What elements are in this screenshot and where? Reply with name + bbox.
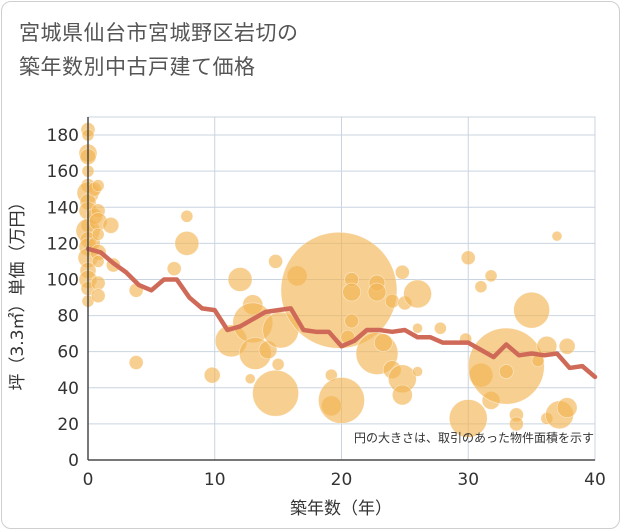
y-tick-label: 60 — [57, 343, 79, 363]
data-bubble — [460, 250, 476, 266]
x-tick-label: 40 — [584, 470, 606, 490]
data-bubble — [412, 366, 423, 377]
x-tick-label: 20 — [331, 470, 353, 490]
data-bubble — [556, 397, 578, 418]
x-tick-label: 10 — [204, 470, 226, 490]
data-bubble — [271, 358, 285, 371]
data-bubble — [244, 373, 256, 385]
axis-layer: 0 20 40 60 80 100 120 140 160 180 0 10 20 30 40 — [47, 117, 606, 490]
data-bubble — [128, 355, 144, 370]
y-axis-label: 坪（3.3㎡）単価（万円） — [8, 193, 28, 390]
data-bubble — [395, 264, 410, 280]
y-tick-label: 40 — [57, 379, 79, 399]
data-bubble — [412, 322, 423, 334]
data-bubble — [513, 291, 550, 329]
trend-layer — [85, 246, 598, 380]
y-tick-label: 100 — [47, 270, 79, 290]
data-bubble — [434, 321, 447, 335]
data-bubble — [374, 333, 393, 352]
data-bubble — [509, 416, 524, 432]
x-axis-label: 築年数（年） — [290, 499, 392, 519]
data-bubble — [403, 279, 432, 309]
data-bubble — [90, 288, 106, 304]
data-bubble — [91, 255, 105, 268]
y-tick-label: 180 — [47, 126, 79, 146]
data-bubble — [203, 366, 221, 384]
data-bubble — [484, 269, 498, 283]
data-bubble — [392, 384, 413, 406]
data-bubble — [91, 179, 105, 192]
data-bubble — [280, 232, 398, 349]
data-bubble — [166, 261, 182, 276]
chart-title-line-1: 宮城県仙台市宮城野区岩切の — [19, 21, 299, 45]
data-bubble — [102, 217, 120, 234]
data-bubble — [474, 280, 488, 293]
data-bubble — [227, 267, 253, 292]
data-bubble — [90, 275, 106, 291]
data-bubble — [174, 231, 200, 256]
y-tick-label: 120 — [47, 234, 79, 254]
data-bubble — [448, 399, 488, 438]
data-bubble — [551, 230, 563, 242]
data-bubble — [498, 364, 514, 379]
y-tick-label: 80 — [57, 307, 79, 327]
data-bubble — [344, 313, 359, 329]
data-bubble — [318, 377, 365, 424]
y-tick-label: 140 — [47, 198, 79, 218]
data-bubble — [252, 369, 299, 417]
bubble-size-note: 円の大きさは、取引のあった物件面積を示す — [354, 430, 594, 445]
data-bubble — [268, 254, 283, 269]
x-tick-label: 0 — [83, 470, 94, 490]
data-bubble — [384, 293, 400, 309]
chart-title-line-2: 築年数別中古戸建て価格 — [19, 55, 256, 79]
data-bubble — [558, 337, 576, 355]
data-bubble — [180, 209, 194, 223]
bubble-layer — [75, 122, 578, 438]
data-bubble — [91, 228, 105, 241]
y-tick-label: 20 — [57, 415, 79, 435]
data-bubble — [342, 282, 361, 302]
data-bubble — [367, 282, 387, 302]
y-tick-label: 160 — [47, 162, 79, 182]
chart-title: 宮城県仙台市宮城野区岩切の 築年数別中古戸建て価格 — [19, 16, 299, 84]
average-price-line — [85, 246, 598, 380]
x-tick-label: 30 — [457, 470, 479, 490]
y-tick-label: 0 — [68, 451, 79, 471]
